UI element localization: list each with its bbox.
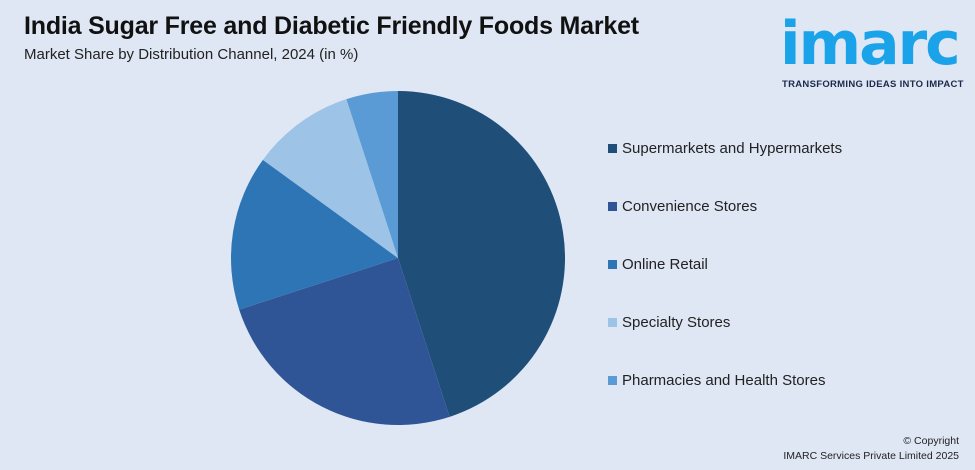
legend-item: Supermarkets and Hypermarkets xyxy=(608,140,842,157)
pie-slice-online-retail xyxy=(230,159,398,310)
legend-item: Specialty Stores xyxy=(608,314,730,331)
legend-label: Supermarkets and Hypermarkets xyxy=(622,140,843,157)
legend-label: Specialty Stores xyxy=(622,314,731,331)
legend-label: Convenience Stores xyxy=(622,198,758,215)
pie-slice-specialty-stores xyxy=(262,99,398,258)
legend-swatch xyxy=(608,260,617,269)
legend-item: Convenience Stores xyxy=(608,198,757,215)
legend-item: Online Retail xyxy=(608,256,708,273)
pie-slice-supermarkets-and-hypermarkets xyxy=(398,91,566,417)
legend-item: Pharmacies and Health Stores xyxy=(608,372,825,389)
legend-swatch xyxy=(608,144,617,153)
legend-swatch xyxy=(608,202,617,211)
legend-label: Online Retail xyxy=(622,256,708,273)
imarc-logo: imarc TRANSFORMING IDEAS INTO IMPACT xyxy=(780,8,970,93)
copyright-line-2: IMARC Services Private Limited 2025 xyxy=(783,450,959,462)
pie-slice-pharmacies-and-health-stores xyxy=(346,91,398,258)
pie-slice-convenience-stores xyxy=(239,258,450,426)
legend-swatch xyxy=(608,376,617,385)
logo-wordmark: imarc xyxy=(780,9,961,79)
chart-title: India Sugar Free and Diabetic Friendly F… xyxy=(24,12,639,40)
logo-tagline: TRANSFORMING IDEAS INTO IMPACT xyxy=(782,79,964,90)
copyright-line-1: © Copyright xyxy=(903,435,959,447)
chart-subtitle: Market Share by Distribution Channel, 20… xyxy=(24,46,359,63)
copyright: © Copyright IMARC Services Private Limit… xyxy=(783,434,959,464)
legend-label: Pharmacies and Health Stores xyxy=(622,372,826,389)
legend-swatch xyxy=(608,318,617,327)
